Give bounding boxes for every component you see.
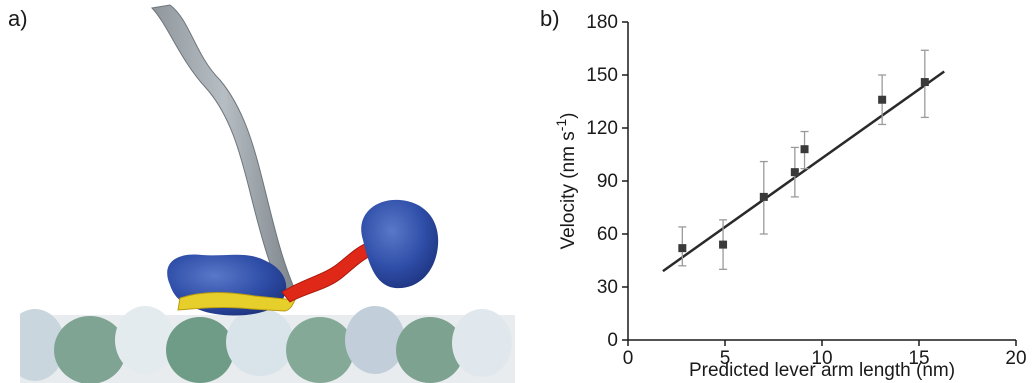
chart-marks: [662, 49, 945, 273]
head-domain: [361, 199, 439, 289]
data-point-group: [790, 146, 799, 198]
x-tick-label: 20: [1005, 348, 1026, 369]
x-tick-label: 10: [811, 348, 832, 369]
regression-line: [662, 70, 945, 273]
x-axis-title: Predicted lever arm length (nm): [689, 360, 955, 381]
y-axis-title: Velocity (nm s-1): [553, 112, 579, 249]
y-axis-title-superscript: -1: [553, 119, 569, 132]
y-tick-label: 180: [586, 12, 618, 33]
data-point-group: [719, 219, 728, 270]
data-point: [878, 95, 887, 104]
y-axis-title-main: Velocity (nm s: [558, 131, 579, 249]
y-tick-label: 150: [586, 65, 618, 86]
x-tick-label: 0: [623, 348, 634, 369]
y-tick-label: 0: [607, 330, 618, 351]
y-tick-label: 120: [586, 118, 618, 139]
molecular-illustration: [20, 4, 515, 383]
data-point: [920, 78, 929, 87]
data-point-group: [759, 160, 768, 235]
data-point-group: [878, 74, 887, 126]
y-axis-title-suffix: ): [558, 112, 579, 118]
data-point-group: [678, 226, 687, 267]
data-point: [759, 192, 768, 201]
data-point-group: [800, 130, 809, 170]
x-tick-label: 15: [908, 348, 929, 369]
panel-b-label: b): [540, 6, 560, 31]
y-tick-label: 90: [597, 171, 618, 192]
chart-axes: 0 30 60 90 120 150 180 0 5 10 15 20: [586, 12, 1026, 369]
data-point-group: [920, 49, 929, 119]
yellow-segment: [177, 292, 296, 312]
y-tick-label: 30: [597, 277, 618, 298]
actin-filament: [20, 306, 515, 383]
data-point: [800, 145, 809, 154]
data-point: [719, 240, 728, 249]
data-point: [790, 168, 799, 177]
panel-a-label: a): [8, 6, 28, 31]
x-tick-label: 5: [720, 348, 731, 369]
data-point: [678, 244, 687, 253]
y-tick-label: 60: [597, 224, 618, 245]
